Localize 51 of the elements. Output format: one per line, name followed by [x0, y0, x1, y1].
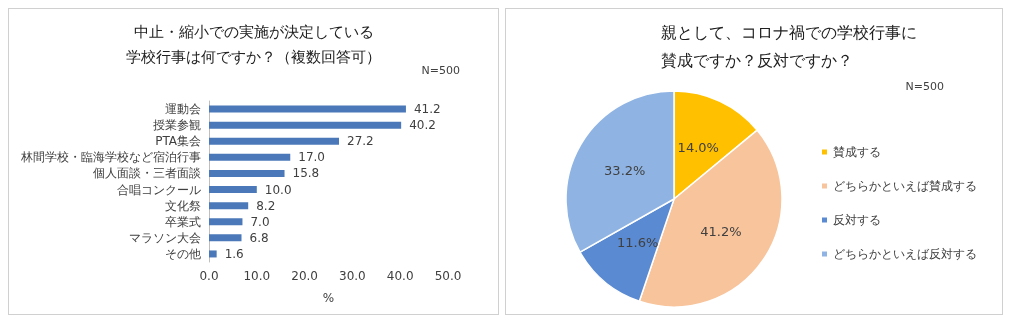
x-tick-label: 30.0 — [339, 269, 366, 283]
bar — [209, 234, 242, 242]
data-label: 41.2% — [700, 223, 742, 239]
y-tick-label: 個人面談・三者面談 — [93, 166, 201, 181]
data-label: 10.0 — [264, 182, 292, 197]
data-label: 17.0 — [298, 150, 325, 165]
y-tick-label: その他 — [165, 246, 201, 261]
data-label: 8.2 — [256, 198, 276, 213]
chart-subtitle: 賛成ですか？反対ですか？ — [661, 50, 853, 70]
bar — [209, 137, 340, 145]
data-label: 15.8 — [292, 166, 320, 181]
y-tick-label: 合唱コンクール — [117, 182, 201, 197]
data-label: 33.2% — [604, 162, 646, 178]
legend-label: どちらかといえば反対する — [833, 247, 977, 261]
y-tick-label: 運動会 — [165, 102, 201, 117]
y-tick-label: 林間学校・臨海学校など宿泊行事 — [20, 150, 201, 165]
bar — [209, 218, 243, 226]
legend-label: 反対する — [833, 213, 881, 227]
x-tick-label: 20.0 — [291, 269, 318, 283]
data-label: 11.6% — [617, 235, 659, 251]
bar — [209, 105, 406, 113]
y-tick-label: PTA集会 — [155, 134, 201, 149]
data-label: 14.0% — [677, 139, 719, 155]
data-label: 7.0 — [250, 214, 270, 229]
bar — [209, 121, 402, 129]
text: N=500 — [421, 64, 461, 77]
data-label: 6.8 — [249, 230, 269, 245]
bar — [209, 186, 257, 194]
data-label: 40.2 — [409, 118, 436, 133]
data-label: 41.2 — [413, 102, 441, 117]
y-tick-label: マラソン大会 — [129, 230, 201, 245]
legend-label: 賛成する — [833, 145, 881, 159]
x-tick-label: 40.0 — [386, 269, 414, 283]
chart-title: 親として、コロナ禍での学校行事に — [661, 22, 917, 42]
chart-subtitle: 学校行事は何ですか？（複数回答可） — [126, 47, 381, 66]
bar — [209, 169, 285, 177]
data-label: 1.6 — [224, 246, 244, 261]
data-label: 27.2 — [347, 134, 374, 149]
text: N=500 — [905, 80, 945, 93]
bar — [209, 250, 217, 258]
y-tick-label: 卒業式 — [165, 214, 201, 229]
x-tick-label: 50.0 — [434, 269, 462, 283]
chart-title: 中止・縮小での実施が決定している — [133, 22, 374, 41]
x-tick-label: 0.0 — [199, 269, 219, 283]
y-tick-label: 授業参観 — [153, 118, 201, 133]
x-tick-label: 10.0 — [243, 269, 271, 283]
y-tick-label: 文化祭 — [165, 198, 201, 213]
legend-label: どちらかといえば賛成する — [833, 179, 977, 193]
bar — [209, 202, 249, 210]
x-axis-title: % — [322, 291, 335, 305]
bar — [209, 153, 291, 161]
